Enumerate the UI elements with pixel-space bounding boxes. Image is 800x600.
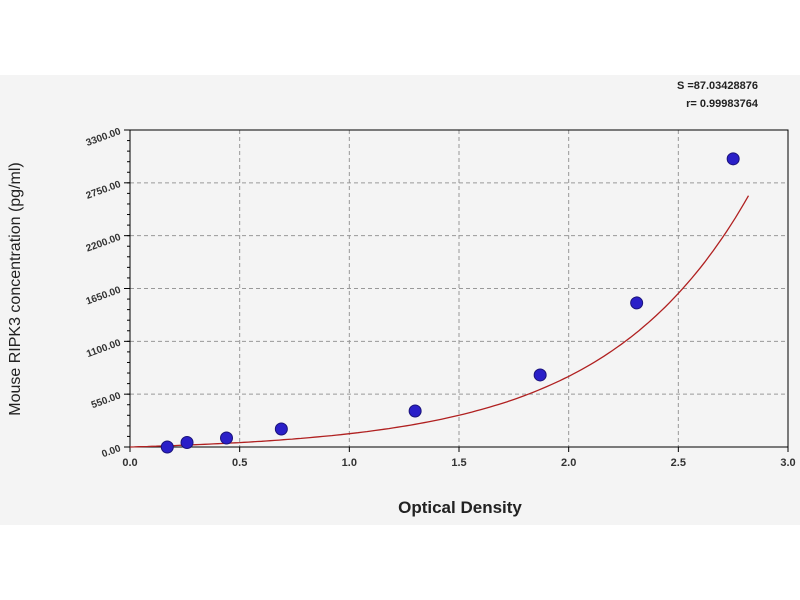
data-point: [220, 431, 234, 445]
y-tick-label: 2200.00: [85, 232, 123, 255]
data-point: [630, 296, 644, 310]
y-tick-label: 2750.00: [85, 179, 123, 202]
x-tick-label: 3.0: [780, 457, 795, 469]
data-point: [180, 435, 194, 449]
x-tick-label: 2.5: [671, 457, 686, 469]
x-tick-label: 2.0: [561, 457, 576, 469]
x-tick-label: 1.5: [451, 457, 466, 469]
data-point: [533, 368, 547, 382]
fitted-curve: [129, 195, 750, 448]
x-tick-label: 0.0: [122, 457, 137, 469]
y-tick-label: 3300.00: [85, 126, 123, 149]
x-tick-label: 0.5: [232, 457, 247, 469]
y-axis-label: Mouse RIPK3 concentration (pg/ml): [7, 162, 24, 415]
stat-r: r= 0.99983764: [686, 98, 758, 110]
plot-frame: [129, 129, 789, 448]
chart-background: [0, 75, 800, 525]
y-tick-label: 1100.00: [85, 337, 123, 360]
y-tick-label: 1650.00: [85, 285, 123, 308]
y-tick-label: 550.00: [90, 390, 123, 411]
stat-s: S =87.03428876: [676, 80, 758, 92]
data-point: [408, 404, 422, 418]
x-axis-label: Optical Density: [398, 498, 522, 517]
data-point: [160, 440, 174, 454]
data-point: [274, 422, 288, 436]
y-tick-label: 0.00: [100, 443, 122, 460]
data-point: [726, 152, 740, 166]
x-tick-label: 1.0: [342, 457, 357, 469]
